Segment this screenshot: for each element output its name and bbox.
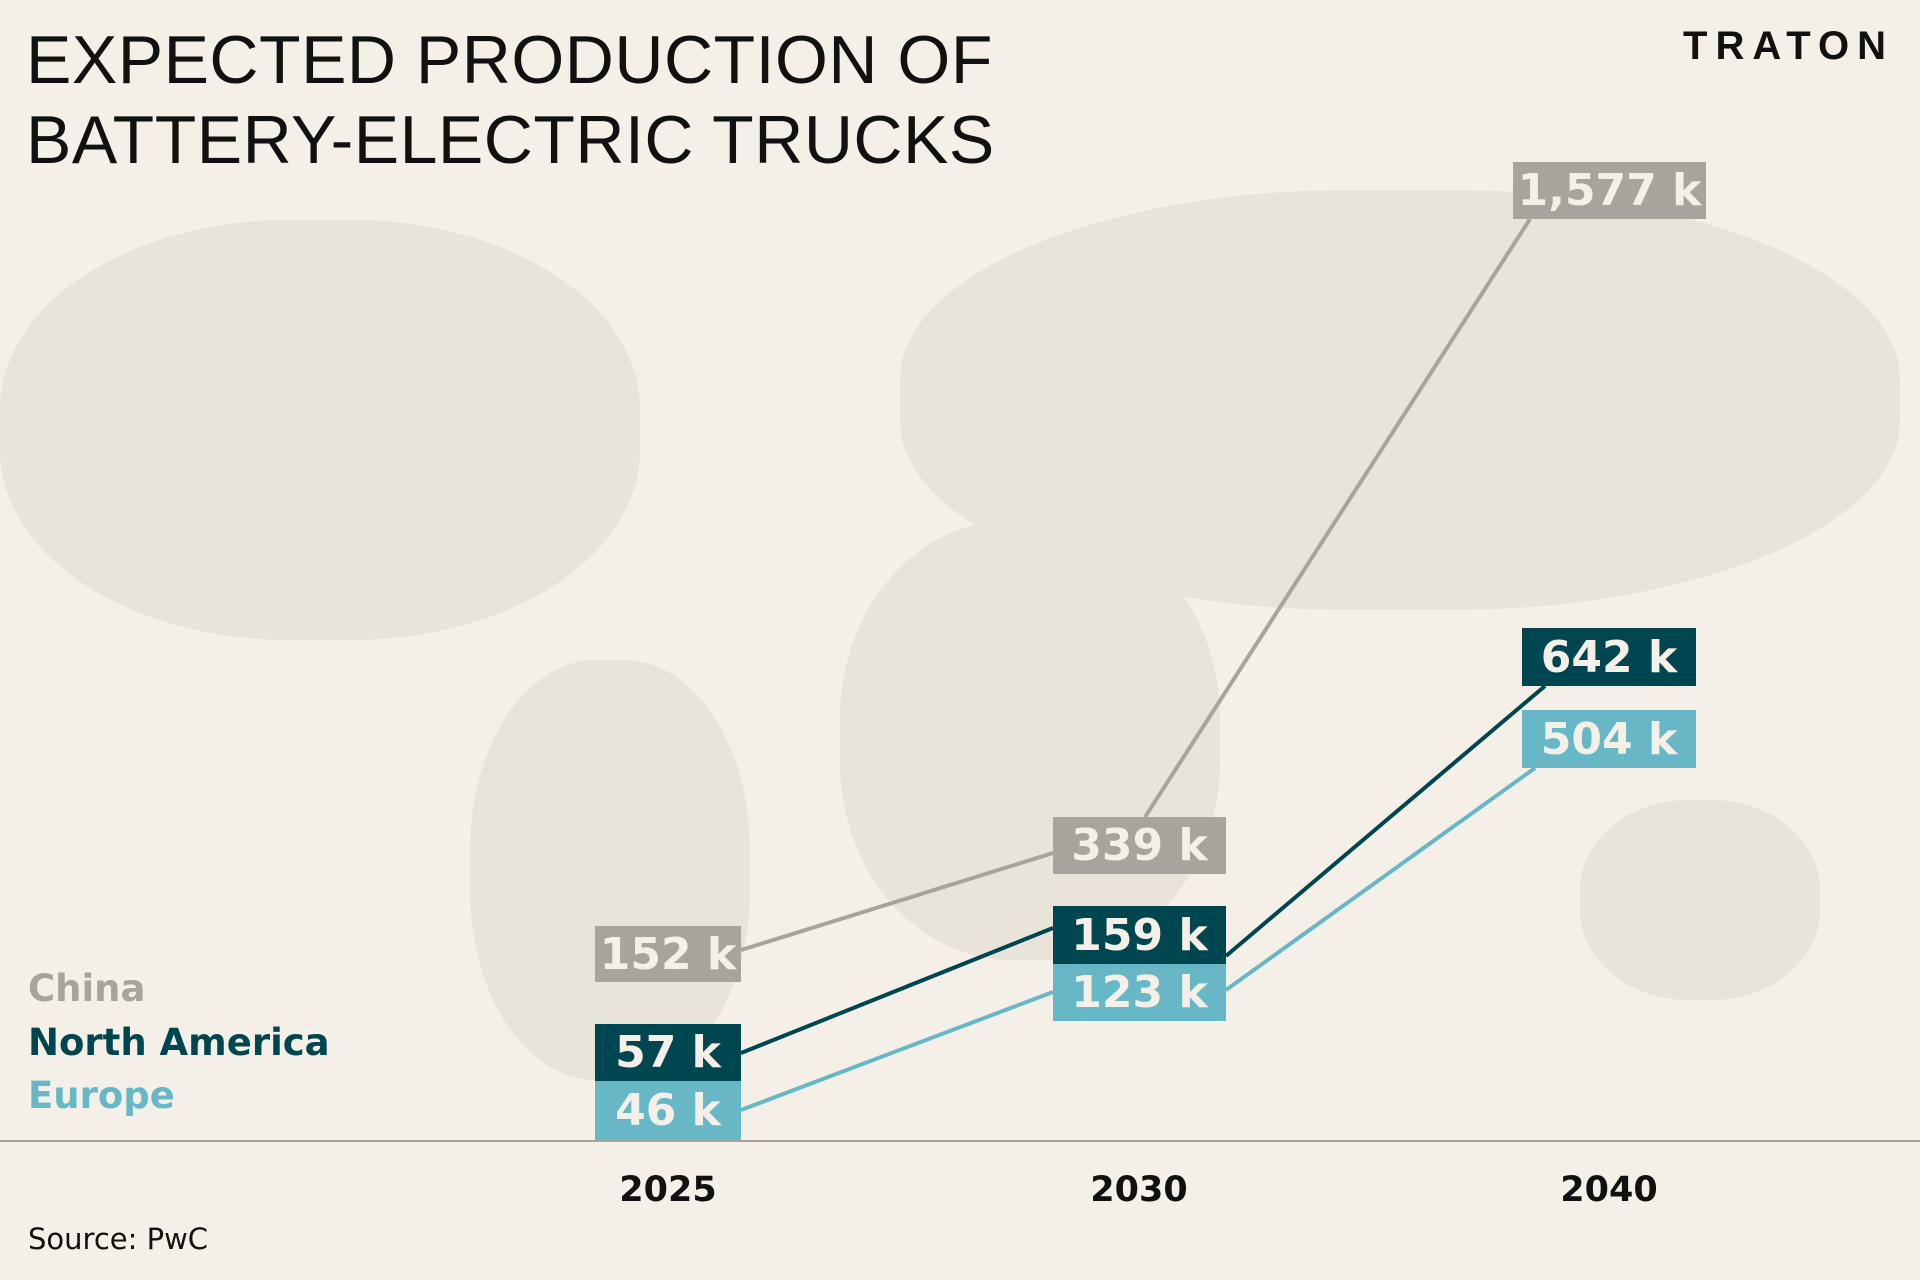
data-label-north-america-2025: 57 k: [595, 1024, 741, 1081]
map-africa: [840, 520, 1220, 960]
map-australia: [1580, 800, 1820, 1000]
map-eurasia: [900, 190, 1900, 610]
line-china-segment-2: [1143, 217, 1532, 819]
source-note: Source: PwC: [28, 1222, 209, 1256]
line-north-america-segment-1: [740, 926, 1054, 1055]
legend-north-america: North America: [28, 1021, 330, 1064]
data-label-china-2030: 339 k: [1053, 817, 1226, 874]
x-tick-2030: 2030: [1090, 1170, 1188, 1210]
data-label-europe-2030: 123 k: [1053, 964, 1226, 1021]
x-tick-2025: 2025: [619, 1170, 717, 1210]
line-europe-segment-1: [740, 990, 1054, 1112]
traton-logo: TRATON: [1683, 24, 1894, 68]
legend-china: China: [28, 967, 146, 1010]
data-label-china-2040: 1,577 k: [1513, 162, 1706, 219]
title-line-1: EXPECTED PRODUCTION OF: [26, 22, 993, 98]
data-label-europe-2040: 504 k: [1522, 710, 1696, 768]
data-label-europe-2025: 46 k: [595, 1081, 741, 1140]
title-line-2: BATTERY-ELECTRIC TRUCKS: [26, 102, 995, 178]
line-north-america-segment-2: [1224, 684, 1547, 958]
x-tick-2040: 2040: [1560, 1170, 1658, 1210]
line-china-segment-1: [740, 851, 1054, 952]
map-south-america: [470, 660, 750, 1080]
data-label-china-2025: 152 k: [595, 926, 741, 982]
legend-europe: Europe: [28, 1074, 175, 1117]
map-north-america: [0, 220, 640, 640]
page-title: EXPECTED PRODUCTION OF BATTERY-ELECTRIC …: [26, 20, 995, 180]
data-label-north-america-2040: 642 k: [1522, 628, 1696, 686]
data-label-north-america-2030: 159 k: [1053, 906, 1226, 964]
line-europe-segment-2: [1224, 766, 1537, 992]
